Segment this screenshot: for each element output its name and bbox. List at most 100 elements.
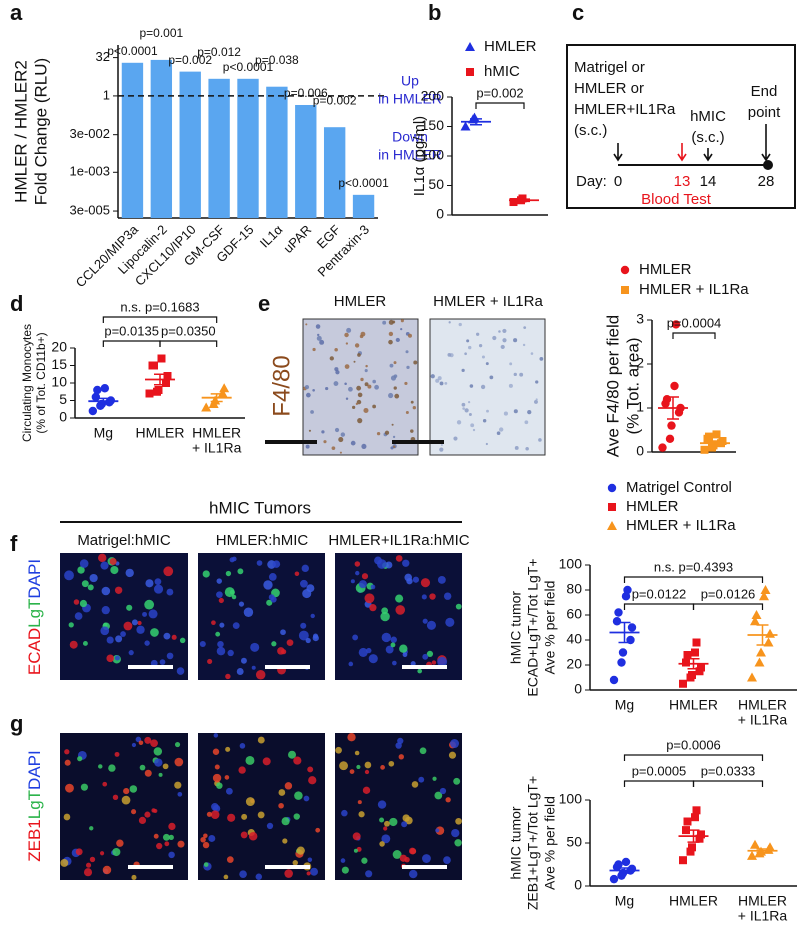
data-point bbox=[621, 857, 631, 867]
data-point bbox=[692, 806, 701, 815]
texture bbox=[357, 353, 361, 357]
texture bbox=[64, 759, 71, 766]
texture bbox=[268, 573, 277, 581]
texture bbox=[468, 345, 472, 350]
legend-label: hMIC bbox=[484, 63, 520, 80]
texture bbox=[445, 797, 451, 803]
error-bar bbox=[756, 624, 769, 646]
texture bbox=[153, 584, 164, 594]
texture bbox=[115, 635, 123, 643]
texture bbox=[384, 430, 390, 435]
error-bar bbox=[470, 118, 482, 126]
legend-marker bbox=[620, 265, 630, 275]
texture bbox=[77, 756, 83, 762]
texture bbox=[538, 438, 542, 442]
y-tick-label: 100 bbox=[421, 147, 445, 163]
texture bbox=[369, 604, 377, 612]
texture bbox=[250, 642, 260, 652]
texture bbox=[98, 553, 107, 563]
texture bbox=[390, 642, 396, 648]
texture bbox=[447, 353, 452, 357]
texture bbox=[405, 410, 409, 414]
protocol-text: Day: bbox=[576, 173, 607, 190]
texture bbox=[168, 822, 176, 831]
texture bbox=[361, 443, 367, 449]
texture bbox=[405, 350, 409, 354]
texture bbox=[524, 420, 529, 425]
texture bbox=[292, 860, 298, 866]
texture bbox=[101, 605, 110, 615]
texture bbox=[392, 850, 402, 859]
data-point bbox=[614, 608, 623, 617]
texture bbox=[171, 634, 177, 640]
texture bbox=[229, 557, 235, 563]
p-value: p<0.0001 bbox=[223, 60, 274, 74]
texture bbox=[85, 862, 92, 868]
texture bbox=[306, 871, 311, 876]
y-axis-label: IL1α (pg/ml) bbox=[411, 116, 428, 196]
texture bbox=[530, 352, 534, 355]
x-tick-label: Mg bbox=[94, 425, 113, 441]
texture bbox=[467, 401, 471, 404]
texture bbox=[203, 862, 209, 867]
texture bbox=[462, 407, 465, 410]
texture bbox=[163, 566, 174, 577]
texture bbox=[102, 781, 108, 787]
texture bbox=[255, 873, 263, 880]
texture bbox=[341, 866, 349, 874]
image-label: HMLER+IL1Ra:hMIC bbox=[328, 532, 469, 549]
texture bbox=[448, 751, 457, 759]
texture bbox=[304, 385, 310, 390]
texture bbox=[144, 811, 151, 818]
texture bbox=[202, 570, 210, 578]
texture bbox=[123, 621, 133, 631]
data-point bbox=[100, 384, 110, 393]
texture bbox=[522, 343, 526, 347]
texture bbox=[364, 769, 370, 775]
data-point bbox=[219, 383, 230, 393]
y-axis-label: Ave % per field bbox=[542, 796, 558, 890]
x-tick-label: Mg bbox=[615, 697, 634, 713]
texture bbox=[102, 865, 112, 875]
y-axis-label: Circulating Monocytes bbox=[20, 324, 34, 442]
texture bbox=[101, 586, 111, 596]
texture bbox=[399, 644, 408, 653]
texture bbox=[98, 764, 103, 769]
texture bbox=[131, 874, 137, 880]
texture bbox=[212, 804, 221, 813]
x-tick-label: + IL1Ra bbox=[738, 712, 788, 728]
texture bbox=[216, 646, 226, 656]
data-point bbox=[618, 648, 628, 657]
texture bbox=[156, 842, 163, 850]
texture bbox=[382, 320, 387, 325]
legend-label: HMLER bbox=[639, 261, 692, 278]
texture bbox=[166, 588, 174, 596]
y-tick-label: 80 bbox=[566, 581, 582, 597]
texture bbox=[150, 739, 158, 748]
data-point bbox=[623, 585, 632, 595]
panel-letter: a bbox=[10, 0, 23, 25]
legend-marker bbox=[621, 286, 629, 294]
texture bbox=[216, 782, 223, 789]
texture bbox=[513, 338, 518, 343]
texture bbox=[354, 750, 360, 756]
error-bar bbox=[210, 393, 223, 403]
texture bbox=[513, 372, 517, 377]
texture bbox=[315, 324, 321, 329]
texture bbox=[294, 571, 300, 577]
texture bbox=[125, 568, 134, 578]
texture bbox=[385, 645, 394, 654]
texture bbox=[381, 632, 392, 643]
stain-label: ECADLgTDAPI bbox=[25, 559, 44, 675]
texture bbox=[135, 736, 142, 743]
texture bbox=[154, 578, 162, 585]
texture bbox=[469, 384, 474, 388]
texture bbox=[381, 834, 391, 844]
texture bbox=[138, 816, 147, 824]
comparison-label: p=0.002 bbox=[476, 85, 523, 100]
y-tick-label: 2 bbox=[636, 355, 644, 371]
x-tick-label: HMLER bbox=[738, 697, 787, 713]
texture bbox=[296, 846, 305, 855]
texture bbox=[508, 383, 513, 388]
texture bbox=[358, 647, 368, 657]
